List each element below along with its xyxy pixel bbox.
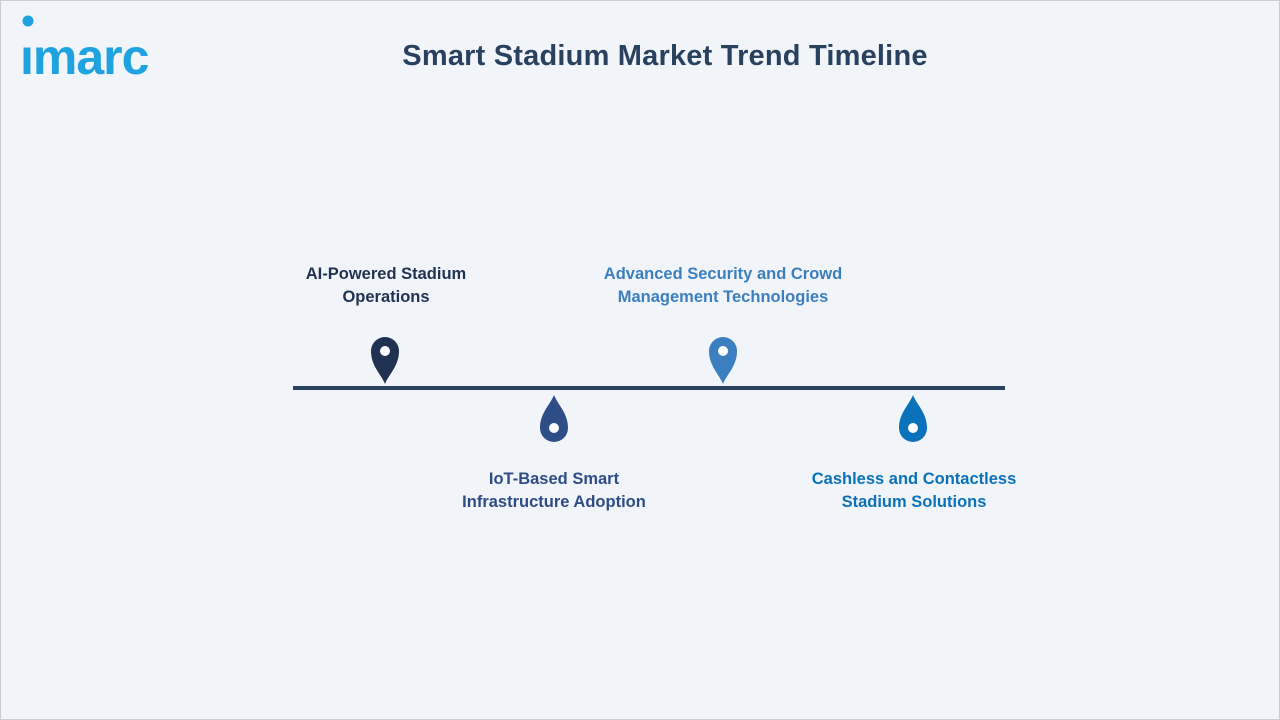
map-pin-icon xyxy=(371,337,399,384)
timeline-label-1: AI-Powered Stadium Operations xyxy=(305,265,467,306)
timeline-label-2: IoT-Based Smart Infrastructure Adoption xyxy=(462,470,646,511)
timeline-axis xyxy=(293,386,1005,390)
page-title: Smart Stadium Market Trend Timeline xyxy=(402,40,928,72)
droplet-pin-icon xyxy=(899,395,927,442)
timeline-label-4: Cashless and Contactless Stadium Solutio… xyxy=(811,470,1017,511)
imarc-logo: ımarc xyxy=(20,15,150,82)
droplet-pin-icon xyxy=(540,395,568,442)
timeline-label-3: Advanced Security and Crowd Management T… xyxy=(603,265,843,306)
map-pin-icon xyxy=(709,337,737,384)
svg-text:ımarc: ımarc xyxy=(20,29,149,82)
